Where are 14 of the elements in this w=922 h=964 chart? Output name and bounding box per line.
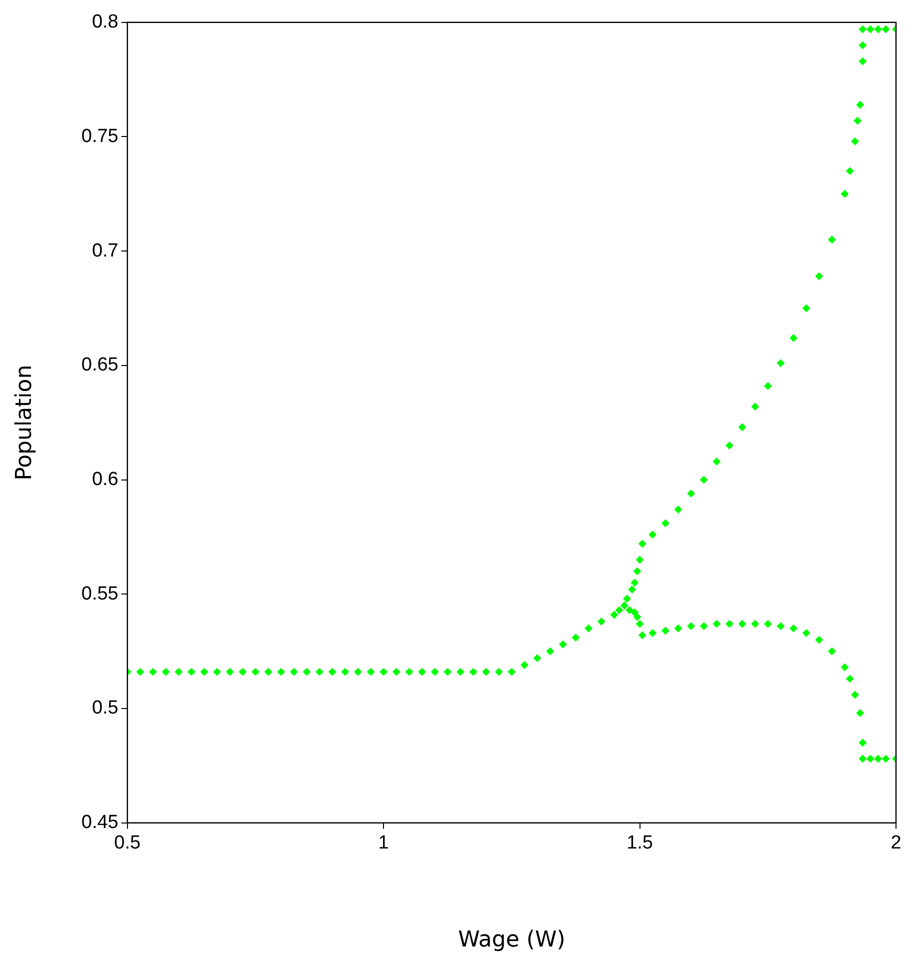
y-tick-label: 0.55 <box>81 583 118 604</box>
y-tick-label: 0.6 <box>92 469 118 490</box>
y-tick-label: 0.7 <box>92 240 118 262</box>
y-tick-label: 0.75 <box>81 126 118 147</box>
y-axis-title: Population <box>12 364 37 480</box>
x-axis-title: Wage (W) <box>458 928 566 953</box>
x-tick-label: 2 <box>890 832 902 854</box>
y-tick-label: 0.45 <box>81 812 118 834</box>
x-tick-label: 1.5 <box>626 832 654 854</box>
x-tick-label: 1 <box>378 832 389 854</box>
y-tick-label: 0.65 <box>81 354 118 376</box>
x-tick-label: 0.5 <box>114 832 141 854</box>
y-tick-label: 0.5 <box>92 698 118 719</box>
y-tick-label: 0.8 <box>92 12 118 33</box>
